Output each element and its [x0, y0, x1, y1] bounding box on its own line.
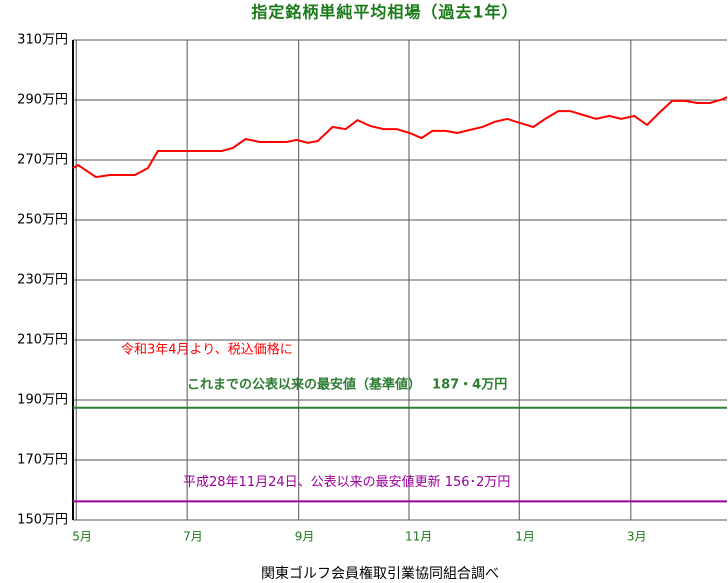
y-tick-label: 290万円 — [17, 93, 68, 108]
x-tick-label: 11月 — [405, 530, 432, 544]
data-line — [72, 96, 728, 179]
x-tick-label: 7月 — [183, 530, 203, 544]
reference-label: これまでの公表以来の最安値（基準値） 187・4万円 — [187, 376, 507, 392]
y-tick-label: 190万円 — [17, 393, 68, 408]
chart-title: 指定銘柄単純平均相場（過去1年） — [251, 3, 518, 22]
y-tick-label: 270万円 — [17, 153, 68, 168]
source-note: 関東ゴルフ会員権取引業協同組合調べ — [261, 565, 499, 582]
annotation: 令和3年4月より、税込価格に — [121, 342, 293, 358]
x-tick-label: 3月 — [627, 530, 647, 544]
y-tick-label: 230万円 — [17, 273, 68, 288]
y-tick-label: 150万円 — [17, 513, 68, 528]
reference-label: 平成28年11月24日、公表以来の最安値更新 156･2万円 — [183, 474, 510, 490]
x-tick-label: 5月 — [72, 530, 92, 544]
y-tick-label: 210万円 — [17, 333, 68, 348]
x-tick-label: 9月 — [295, 530, 315, 544]
y-tick-label: 170万円 — [17, 453, 68, 468]
y-tick-label: 310万円 — [17, 33, 68, 48]
x-tick-label: 1月 — [515, 530, 535, 544]
y-tick-label: 250万円 — [17, 213, 68, 228]
